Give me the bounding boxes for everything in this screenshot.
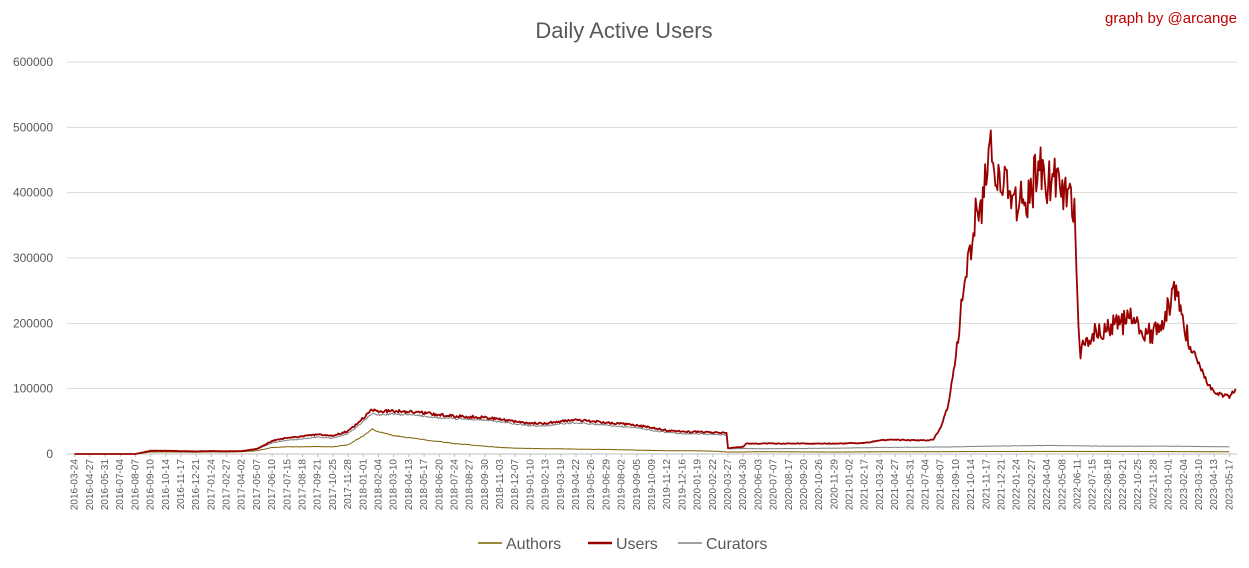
x-tick-label: 2018-02-04 [373, 459, 384, 511]
x-tick-label: 2021-07-04 [921, 459, 932, 511]
x-tick-label: 2016-12-21 [191, 459, 202, 511]
x-tick-label: 2021-10-14 [966, 459, 977, 511]
x-tick-label: 2016-10-14 [161, 459, 172, 511]
x-tick-label: 2019-10-09 [647, 459, 658, 511]
x-tick-label: 2018-03-10 [389, 459, 400, 511]
series-line-users [74, 129, 1237, 455]
x-tick-label: 2018-08-27 [465, 459, 476, 511]
x-tick-label: 2023-04-13 [1209, 459, 1220, 511]
y-tick-label: 200000 [13, 316, 53, 330]
x-tick-label: 2022-06-11 [1072, 459, 1083, 510]
series-line-curators [74, 412, 1230, 455]
x-tick-label: 2019-02-13 [541, 459, 552, 511]
series-line-authors [74, 428, 1230, 455]
x-tick-label: 2019-01-10 [525, 459, 536, 511]
legend-label-users: Users [616, 536, 658, 553]
x-tick-label: 2018-06-20 [434, 459, 445, 511]
x-tick-label: 2019-05-26 [586, 459, 597, 511]
x-tick-label: 2020-01-19 [693, 459, 704, 511]
x-tick-label: 2022-08-18 [1103, 459, 1114, 511]
x-tick-label: 2022-09-21 [1118, 459, 1129, 511]
x-tick-label: 2019-11-12 [662, 459, 673, 510]
x-tick-label: 2020-08-17 [784, 459, 795, 511]
y-tick-label: 300000 [13, 251, 53, 265]
x-tick-label: 2016-07-04 [115, 459, 126, 511]
y-tick-label: 600000 [13, 55, 53, 69]
x-tick-label: 2019-03-19 [556, 459, 567, 511]
x-tick-label: 2020-02-22 [708, 459, 719, 511]
x-tick-label: 2022-04-04 [1042, 459, 1053, 511]
x-tick-label: 2021-08-07 [936, 459, 947, 511]
grid-lines [67, 61, 1237, 455]
x-tick-label: 2018-12-07 [510, 459, 521, 511]
y-tick-label: 100000 [13, 382, 53, 396]
x-tick-label: 2022-02-27 [1027, 459, 1038, 511]
x-tick-label: 2018-05-17 [419, 459, 430, 511]
x-tick-label: 2018-04-13 [404, 459, 415, 511]
x-tick-label: 2016-09-10 [146, 459, 157, 511]
x-tick-label: 2017-06-10 [267, 459, 278, 511]
x-tick-label: 2020-06-03 [753, 459, 764, 511]
x-tick-label: 2016-08-07 [130, 459, 141, 511]
y-axis-tick-labels: 0 100000 200000 300000 400000 500000 600000 [13, 55, 53, 461]
x-tick-label: 2021-03-24 [875, 459, 886, 511]
x-tick-label: 2023-03-10 [1194, 459, 1205, 511]
x-tick-label: 2016-04-27 [85, 459, 96, 511]
x-tick-label: 2017-10-25 [328, 459, 339, 511]
x-tick-label: 2016-11-17 [176, 459, 187, 510]
x-tick-label: 2018-09-30 [480, 459, 491, 511]
x-tick-label: 2021-05-31 [905, 459, 916, 511]
x-tick-label: 2022-01-24 [1012, 459, 1023, 511]
x-tick-label: 2017-02-27 [222, 459, 233, 511]
x-tick-label: 2020-07-07 [769, 459, 780, 511]
x-tick-label: 2022-11-28 [1148, 459, 1159, 510]
x-tick-label: 2017-11-28 [343, 459, 354, 510]
x-tick-label: 2021-04-27 [890, 459, 901, 511]
x-tick-label: 2021-12-21 [996, 459, 1007, 511]
x-tick-label: 2020-03-27 [723, 459, 734, 511]
x-tick-label: 2022-10-25 [1133, 459, 1144, 511]
x-tick-label: 2019-09-05 [632, 459, 643, 511]
y-tick-label: 0 [46, 447, 53, 461]
x-tick-label: 2020-10-26 [814, 459, 825, 511]
x-tick-label: 2023-02-04 [1179, 459, 1190, 511]
legend-label-curators: Curators [706, 536, 767, 553]
x-tick-label: 2019-06-29 [601, 459, 612, 511]
x-tick-label: 2017-08-18 [298, 459, 309, 511]
chart-credit: graph by @arcange [1105, 10, 1237, 27]
x-tick-label: 2017-04-02 [237, 459, 248, 511]
x-tick-label: 2019-08-02 [617, 459, 628, 511]
x-tick-label: 2017-05-07 [252, 459, 263, 511]
x-tick-label: 2021-09-10 [951, 459, 962, 511]
x-tick-label: 2017-01-24 [206, 459, 217, 511]
x-tick-label: 2022-05-08 [1057, 459, 1068, 511]
x-tick-label: 2022-07-15 [1088, 459, 1099, 511]
x-tick-label: 2021-11-17 [981, 459, 992, 510]
x-tick-label: 2020-04-30 [738, 459, 749, 511]
x-tick-label: 2019-04-22 [571, 459, 582, 511]
x-tick-label: 2018-01-01 [358, 459, 369, 511]
x-tick-label: 2016-05-31 [100, 459, 111, 511]
x-tick-label: 2018-07-24 [449, 459, 460, 511]
x-tick-label: 2017-09-21 [313, 459, 324, 511]
series-lines [74, 129, 1237, 455]
x-tick-label: 2020-09-20 [799, 459, 810, 511]
x-tick-label: 2021-02-17 [860, 459, 871, 511]
y-tick-label: 500000 [13, 120, 53, 134]
legend-label-authors: Authors [506, 536, 561, 553]
x-tick-label: 2017-07-15 [282, 459, 293, 511]
x-tick-label: 2023-05-17 [1224, 459, 1235, 511]
chart-title: Daily Active Users [535, 18, 712, 43]
x-tick-label: 2021-01-02 [845, 459, 856, 511]
x-tick-label: 2016-03-24 [70, 459, 81, 511]
x-tick-label: 2023-01-01 [1164, 459, 1175, 511]
x-axis-tick-labels: 2016-03-24 2016-04-27 2016-05-31 2016-07-04… [70, 454, 1235, 511]
y-tick-label: 400000 [13, 186, 53, 200]
legend: Authors Users Curators [478, 536, 767, 553]
x-tick-label: 2018-11-03 [495, 459, 506, 510]
x-tick-label: 2019-12-16 [677, 459, 688, 511]
x-tick-label: 2020-11-29 [829, 459, 840, 510]
